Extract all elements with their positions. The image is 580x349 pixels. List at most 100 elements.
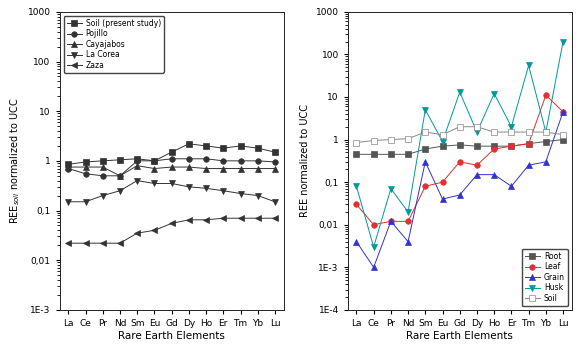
Zaza	[151, 228, 158, 232]
Zaza	[99, 241, 106, 245]
Soil	[491, 130, 498, 134]
La Corea	[168, 181, 175, 186]
Cayajabos	[168, 165, 175, 169]
Root	[491, 144, 498, 148]
Zaza	[271, 216, 278, 220]
Grain	[508, 184, 515, 188]
Soil (present study)	[82, 160, 89, 164]
Leaf	[560, 110, 567, 114]
Soil (present study)	[65, 162, 72, 166]
Y-axis label: REE$_{soil}$ normalized to UCC: REE$_{soil}$ normalized to UCC	[8, 97, 22, 224]
Cayajabos	[186, 165, 193, 169]
Leaf	[473, 163, 480, 167]
La Corea	[65, 200, 72, 204]
Soil	[456, 125, 463, 129]
Zaza	[254, 216, 261, 220]
Soil	[422, 130, 429, 134]
Pojillo	[65, 166, 72, 171]
Line: Husk: Husk	[354, 39, 566, 250]
Leaf	[387, 219, 394, 223]
Leaf	[405, 219, 412, 223]
Grain	[473, 172, 480, 177]
La Corea	[117, 189, 124, 193]
Leaf	[422, 184, 429, 188]
Soil (present study)	[134, 157, 141, 161]
Soil	[353, 140, 360, 144]
Pojillo	[82, 172, 89, 176]
Leaf	[491, 147, 498, 151]
Line: Leaf: Leaf	[354, 92, 566, 228]
Husk	[456, 90, 463, 94]
Pojillo	[220, 159, 227, 163]
Grain	[560, 110, 567, 114]
Soil (present study)	[202, 144, 209, 148]
Pojillo	[134, 159, 141, 163]
Husk	[353, 184, 360, 188]
La Corea	[99, 193, 106, 198]
Pojillo	[117, 174, 124, 178]
Line: Root: Root	[354, 137, 566, 157]
Soil (present study)	[254, 146, 261, 150]
Cayajabos	[82, 165, 89, 169]
Husk	[491, 91, 498, 96]
Pojillo	[254, 159, 261, 163]
Husk	[560, 39, 567, 44]
Line: Cayajabos: Cayajabos	[66, 163, 278, 179]
Grain	[387, 219, 394, 223]
Soil	[473, 125, 480, 129]
Cayajabos	[65, 165, 72, 169]
Husk	[422, 108, 429, 112]
La Corea	[237, 191, 244, 195]
Pojillo	[202, 157, 209, 161]
Root	[439, 144, 446, 148]
Leaf	[542, 93, 549, 97]
Cayajabos	[134, 164, 141, 168]
Soil (present study)	[186, 142, 193, 146]
Pojillo	[271, 160, 278, 164]
La Corea	[151, 181, 158, 186]
Root	[405, 152, 412, 156]
Grain	[405, 239, 412, 244]
Grain	[439, 197, 446, 201]
Cayajabos	[151, 166, 158, 171]
Zaza	[82, 241, 89, 245]
Grain	[456, 193, 463, 197]
Husk	[542, 130, 549, 134]
Line: Grain: Grain	[354, 109, 566, 270]
La Corea	[134, 179, 141, 183]
Soil	[370, 139, 377, 143]
Pojillo	[186, 157, 193, 161]
Line: Soil (present study): Soil (present study)	[66, 141, 278, 167]
Soil (present study)	[220, 146, 227, 150]
Root	[525, 142, 532, 146]
Soil (present study)	[271, 150, 278, 154]
Zaza	[117, 241, 124, 245]
Soil	[387, 138, 394, 142]
Line: Soil: Soil	[354, 124, 566, 145]
Grain	[353, 239, 360, 244]
Husk	[439, 139, 446, 143]
Grain	[370, 265, 377, 269]
Husk	[525, 64, 532, 68]
Cayajabos	[271, 166, 278, 171]
Grain	[542, 160, 549, 164]
X-axis label: Rare Earth Elements: Rare Earth Elements	[407, 331, 513, 341]
Root	[370, 152, 377, 156]
La Corea	[202, 186, 209, 191]
Soil	[405, 136, 412, 141]
Leaf	[353, 202, 360, 207]
Y-axis label: REE normalized to UCC: REE normalized to UCC	[300, 104, 310, 217]
Root	[353, 152, 360, 156]
Husk	[405, 210, 412, 214]
Zaza	[65, 241, 72, 245]
Legend: Root, Leaf, Grain, Husk, Soil: Root, Leaf, Grain, Husk, Soil	[521, 249, 568, 306]
Line: Zaza: Zaza	[66, 215, 278, 246]
Soil	[542, 130, 549, 134]
La Corea	[220, 189, 227, 193]
Cayajabos	[99, 165, 106, 169]
Root	[542, 139, 549, 143]
Cayajabos	[220, 166, 227, 171]
Root	[456, 143, 463, 147]
Husk	[387, 187, 394, 191]
Zaza	[202, 218, 209, 222]
